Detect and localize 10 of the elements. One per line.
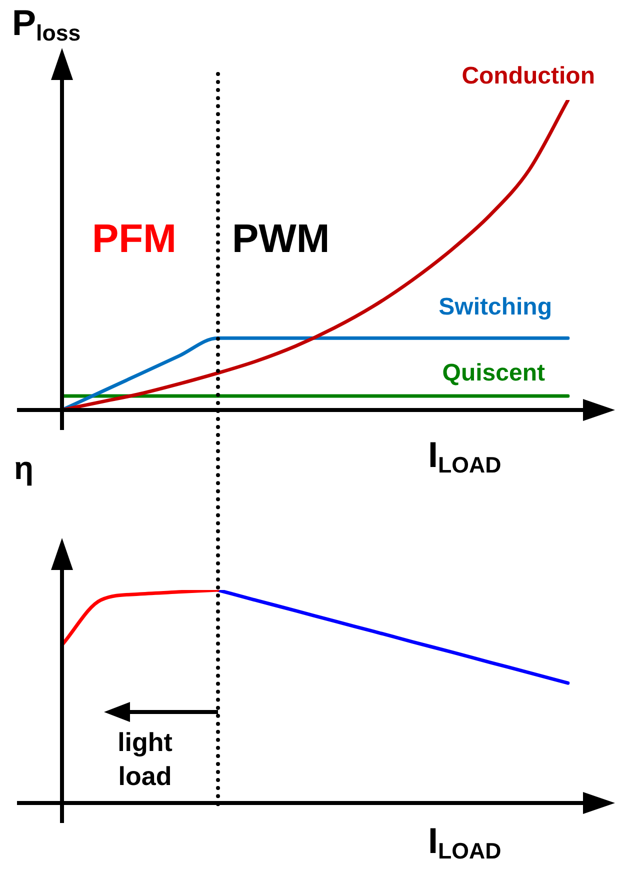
x-axis-title: I$_{LOAD}$ xyxy=(428,434,502,478)
annotation: light load xyxy=(116,726,174,793)
x-axis-title: I$_{LOAD}$ xyxy=(428,820,502,864)
annotation: PFM xyxy=(92,216,176,263)
annotation: PWM xyxy=(232,216,330,263)
series-label: Quiscent xyxy=(442,360,545,387)
y-axis-title: P$_{loss}$ xyxy=(12,2,81,46)
series-label: Conduction xyxy=(462,62,595,90)
y-axis-title: η xyxy=(14,450,34,487)
series-label: Switching xyxy=(438,294,552,321)
